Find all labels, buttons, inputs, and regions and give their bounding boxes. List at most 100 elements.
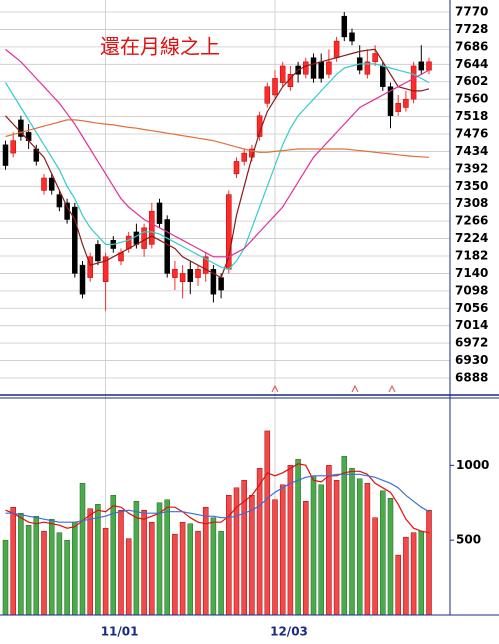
y-tick-label: 7182 — [455, 249, 488, 263]
y-tick-label: 7266 — [455, 214, 488, 228]
volume-bar — [10, 506, 16, 616]
candle-body — [164, 219, 170, 274]
ma-line — [4, 63, 430, 270]
y-tick-label: 6930 — [455, 353, 488, 367]
volume-bar — [372, 517, 378, 616]
volume-bar — [41, 530, 47, 616]
volume-bar — [56, 532, 63, 616]
x-tick-label: 12/03 — [270, 625, 308, 639]
candle-body — [195, 269, 201, 278]
y-tick-label: 7350 — [455, 179, 488, 193]
candle-body — [380, 65, 386, 87]
y-tick-label: 6972 — [455, 336, 488, 350]
volume-bar — [287, 465, 294, 616]
ma-line — [5, 463, 430, 534]
volume-bar — [410, 532, 417, 616]
y-tick-label: 7392 — [455, 161, 488, 175]
candle-body — [272, 78, 278, 96]
ma-line — [5, 48, 430, 258]
y-tick-label: 7140 — [455, 266, 488, 280]
y-tick-label: 7434 — [455, 144, 488, 158]
volume-bar — [426, 509, 432, 616]
volume-bar — [295, 459, 301, 616]
volume-bar — [418, 530, 425, 616]
ma-line — [5, 48, 430, 279]
candle-body — [156, 202, 163, 224]
candle-body — [149, 210, 155, 245]
volume-bar — [195, 530, 201, 616]
volume-bar — [264, 430, 271, 616]
volume-bar — [33, 515, 40, 616]
candle-body — [48, 177, 55, 191]
y-tick-label: 7056 — [455, 301, 488, 315]
y-tick-label: 7728 — [455, 22, 488, 36]
volume-bar — [95, 504, 101, 616]
volume-bar — [64, 539, 70, 616]
y-tick-label: 7098 — [455, 283, 488, 297]
y-tick-label: 6888 — [455, 370, 488, 384]
volume-bar — [102, 527, 109, 616]
y-tick-label: 7770 — [455, 5, 488, 19]
y-tick-label: 7518 — [455, 109, 488, 123]
volume-bar — [380, 490, 386, 616]
volume-bar — [318, 484, 324, 616]
volume-bar — [187, 523, 194, 616]
candle-body — [2, 144, 9, 166]
candle-body — [87, 256, 93, 278]
y-tick-label: 500 — [456, 533, 481, 547]
candle-body — [95, 244, 101, 262]
volume-bar — [349, 468, 355, 616]
volume-bar — [18, 512, 24, 616]
volume-bar — [249, 495, 255, 616]
volume-bar — [310, 475, 317, 616]
y-tick-label: 7686 — [455, 39, 488, 53]
y-tick-label: 7644 — [455, 57, 488, 71]
volume-bar — [179, 521, 186, 616]
volume-bar — [172, 533, 178, 616]
candle-body — [426, 61, 432, 71]
candle-body — [125, 235, 132, 249]
candle-body — [56, 194, 63, 208]
candle-body — [418, 61, 425, 71]
volume-bar — [149, 521, 155, 616]
candle-body — [395, 103, 401, 112]
y-tick-label: 7014 — [455, 318, 488, 332]
volume-bar — [356, 478, 363, 616]
y-tick-label: 7224 — [455, 231, 488, 245]
volume-bar — [87, 508, 93, 616]
y-tick-label: 7560 — [455, 92, 488, 106]
signal-markers — [271, 384, 396, 393]
candle-body — [133, 231, 140, 245]
volume-bar — [403, 536, 409, 616]
y-tick-label: 7602 — [455, 74, 488, 88]
candle-body — [341, 15, 348, 38]
candle-body — [210, 269, 217, 295]
volume-bar — [341, 456, 348, 616]
candle-body — [403, 98, 409, 108]
volume-bar — [218, 530, 224, 616]
candle-body — [349, 32, 355, 42]
candle-body — [387, 86, 394, 117]
candle-body — [326, 61, 332, 75]
volume-bar — [303, 501, 309, 616]
candle-body — [141, 227, 147, 249]
candle-body — [72, 206, 78, 274]
ma-line — [5, 119, 430, 158]
y-tick-label: 1000 — [456, 458, 489, 472]
volume-bar — [333, 480, 340, 616]
volume-bar — [25, 524, 32, 616]
volume-bar — [118, 509, 124, 616]
candle-body — [372, 53, 378, 63]
candle-body — [187, 269, 194, 282]
marks — [2, 12, 432, 616]
volume-bar — [79, 483, 86, 616]
candle-body — [333, 40, 340, 58]
volume-bar — [395, 554, 401, 616]
candle-body — [10, 140, 16, 154]
volume-bar — [72, 521, 78, 616]
volume-bar — [364, 483, 371, 616]
volume-bar — [210, 517, 217, 616]
y-tick-label: 7308 — [455, 196, 488, 210]
candle-body — [172, 269, 178, 278]
